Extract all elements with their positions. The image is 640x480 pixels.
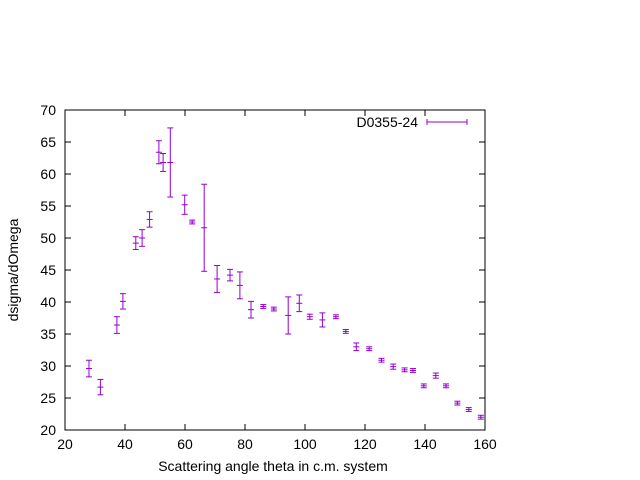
data-point	[401, 367, 408, 373]
data-point	[296, 294, 303, 313]
data-point	[319, 312, 326, 328]
data-point	[432, 372, 439, 379]
legend-sample	[426, 119, 468, 125]
data-point	[132, 236, 139, 251]
data-point	[477, 414, 484, 420]
data-point	[214, 265, 221, 293]
data-point	[378, 357, 385, 363]
data-point	[332, 314, 339, 320]
axis-tick-labels: 20 40 60 80 100 120 140 160 20 25 30 35 40 45 50 55 60 65…	[40, 102, 496, 452]
data-point	[139, 229, 146, 247]
legend-label: D0355-24	[357, 114, 419, 130]
data-point	[248, 300, 254, 319]
data-point	[260, 304, 267, 309]
y-tick-label: 25	[40, 390, 56, 406]
y-tick-label: 55	[40, 198, 56, 214]
y-tick-label: 40	[40, 294, 56, 310]
legend: D0355-24	[357, 114, 468, 130]
data-point	[410, 368, 416, 373]
y-tick-label: 65	[40, 134, 56, 150]
data-point	[160, 153, 167, 172]
data-point	[113, 316, 120, 334]
x-tick-label: 160	[473, 436, 497, 452]
data-point	[189, 219, 196, 225]
y-tick-label: 50	[40, 230, 56, 246]
data-point	[306, 313, 313, 320]
data-point	[167, 127, 174, 198]
data-point	[236, 271, 243, 300]
x-tick-label: 100	[293, 436, 317, 452]
y-tick-label: 35	[40, 326, 56, 342]
data-point	[342, 329, 349, 334]
y-tick-label: 30	[40, 358, 56, 374]
data-point	[366, 346, 373, 352]
x-axis-label: Scattering angle theta in c.m. system	[158, 458, 388, 474]
data-point	[390, 363, 397, 370]
y-tick-label: 70	[40, 102, 56, 118]
y-tick-label: 60	[40, 166, 56, 182]
data-point	[181, 194, 188, 215]
data-point	[443, 383, 449, 389]
data-points	[86, 127, 484, 420]
data-point	[227, 268, 233, 282]
data-point	[86, 359, 92, 378]
data-point	[285, 296, 292, 335]
data-point	[146, 211, 153, 228]
y-axis-label: dsigma/dOmega	[5, 218, 21, 321]
data-point	[270, 306, 277, 312]
y-tick-label: 45	[40, 262, 56, 278]
data-point	[119, 293, 126, 310]
x-tick-label: 60	[177, 436, 193, 452]
x-tick-label: 120	[353, 436, 377, 452]
x-tick-label: 20	[57, 436, 73, 452]
x-tick-label: 80	[237, 436, 253, 452]
data-point	[454, 400, 461, 406]
data-point	[420, 383, 427, 389]
axis-ticks	[64, 109, 486, 431]
data-point	[155, 140, 162, 165]
data-point	[97, 378, 104, 396]
plot-frame	[64, 109, 486, 431]
x-tick-label: 140	[413, 436, 437, 452]
data-point	[353, 342, 360, 352]
data-point	[201, 183, 208, 272]
x-tick-label: 40	[117, 436, 133, 452]
y-tick-label: 20	[40, 422, 56, 438]
data-point	[465, 407, 472, 412]
